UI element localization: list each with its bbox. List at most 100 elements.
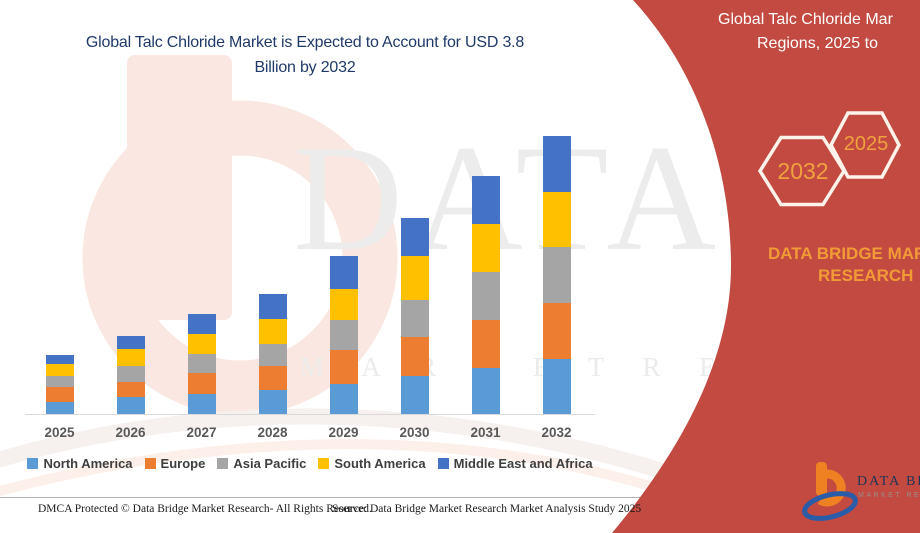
bar-segment-2028-south-america bbox=[258, 319, 287, 344]
dbmr-logo-icon bbox=[802, 462, 858, 521]
legend-swatch-icon bbox=[144, 458, 156, 469]
watermark-swoosh-gray bbox=[0, 408, 668, 480]
chart-legend: North America Europe Asia Pacific South Ame… bbox=[0, 456, 620, 471]
bar-2027 bbox=[166, 136, 237, 415]
logo-subtext: MARKET RESEA bbox=[858, 492, 920, 499]
footer-source-text: Source: Data Bridge Market Research Mark… bbox=[332, 503, 642, 515]
legend-label: Europe bbox=[160, 456, 206, 471]
bar-segment-2032-asia-pacific bbox=[542, 247, 571, 303]
right-heading-line2: Regions, 2025 to bbox=[757, 35, 878, 52]
x-label-2025: 2025 bbox=[44, 425, 75, 440]
bar-2028 bbox=[237, 136, 308, 415]
x-axis-line bbox=[25, 414, 595, 415]
hexagons-graphic bbox=[757, 111, 901, 207]
bar-segment-2031-middle-east-and-africa bbox=[471, 176, 500, 224]
x-label-2026: 2026 bbox=[115, 425, 146, 440]
bar-segment-2025-north-america bbox=[45, 402, 74, 415]
x-axis-labels: 2025 2026 2027 2028 2029 2030 2031 2032 bbox=[24, 425, 592, 440]
bar-segment-2027-south-america bbox=[187, 334, 216, 354]
bar-segment-2032-europe bbox=[542, 303, 571, 359]
bar-segment-2025-south-america bbox=[45, 364, 74, 376]
bar-segment-2030-asia-pacific bbox=[400, 300, 429, 337]
legend-swatch-icon bbox=[27, 458, 39, 469]
brand-text-line2: RESEARCH bbox=[818, 266, 914, 285]
bar-segment-2026-north-america bbox=[116, 397, 145, 415]
bar-segment-2027-middle-east-and-africa bbox=[187, 314, 216, 334]
bar-2031 bbox=[450, 136, 521, 415]
logo-b-stem bbox=[816, 462, 827, 496]
bar-segment-2028-north-america bbox=[258, 390, 287, 415]
bar-segment-2029-europe bbox=[329, 350, 358, 384]
hexagon-2025-year: 2025 bbox=[843, 133, 889, 155]
legend-item-north-america: North America bbox=[27, 456, 133, 471]
watermark-b-bowl bbox=[82, 100, 398, 416]
legend-item-south-america: South America bbox=[318, 456, 426, 471]
x-label-2027: 2027 bbox=[186, 425, 217, 440]
legend-label: North America bbox=[43, 456, 133, 471]
x-label-2032: 2032 bbox=[541, 425, 572, 440]
brand-text-line1: DATA BRIDGE MARK bbox=[768, 244, 920, 263]
legend-label: South America bbox=[334, 456, 426, 471]
bar-2032 bbox=[521, 136, 592, 415]
bar-segment-2032-middle-east-and-africa bbox=[542, 136, 571, 192]
bar-segment-2027-north-america bbox=[187, 394, 216, 415]
bar-2025 bbox=[24, 136, 95, 415]
bar-segment-2030-south-america bbox=[400, 256, 429, 300]
bar-segment-2030-middle-east-and-africa bbox=[400, 218, 429, 256]
bar-segment-2029-south-america bbox=[329, 289, 358, 320]
bar-2030 bbox=[379, 136, 450, 415]
bar-segment-2031-south-america bbox=[471, 224, 500, 272]
bar-segment-2026-south-america bbox=[116, 349, 145, 366]
legend-label: Asia Pacific bbox=[233, 456, 307, 471]
watermark-swoosh-pink bbox=[0, 439, 652, 497]
bar-segment-2027-asia-pacific bbox=[187, 354, 216, 373]
bar-chart bbox=[24, 136, 592, 415]
bar-segment-2028-asia-pacific bbox=[258, 344, 287, 366]
chart-title-line2: Billion by 2032 bbox=[254, 59, 356, 76]
chart-title-line1: Global Talc Chloride Market is Expected … bbox=[85, 34, 525, 51]
legend-label: Middle East and Africa bbox=[453, 456, 593, 471]
bar-segment-2032-north-america bbox=[542, 359, 571, 415]
hexagon-2032-year: 2032 bbox=[777, 158, 829, 184]
bar-segment-2027-europe bbox=[187, 373, 216, 394]
bar-segment-2029-north-america bbox=[329, 384, 358, 415]
legend-item-middle-east-and-africa: Middle East and Africa bbox=[437, 456, 593, 471]
bar-segment-2026-asia-pacific bbox=[116, 366, 145, 382]
legend-swatch-icon bbox=[437, 458, 449, 469]
x-label-2028: 2028 bbox=[257, 425, 288, 440]
bar-2026 bbox=[95, 136, 166, 415]
bar-segment-2031-north-america bbox=[471, 368, 500, 415]
bar-segment-2032-south-america bbox=[542, 192, 571, 247]
bar-segment-2031-asia-pacific bbox=[471, 272, 500, 320]
bar-segment-2025-asia-pacific bbox=[45, 376, 74, 387]
bar-segment-2030-north-america bbox=[400, 376, 429, 415]
logo-wordmark: DATA BRI bbox=[857, 474, 920, 489]
bar-segment-2029-middle-east-and-africa bbox=[329, 256, 358, 289]
footer-divider bbox=[0, 497, 920, 498]
bar-segment-2028-europe bbox=[258, 366, 287, 390]
right-heading-line1: Global Talc Chloride Mar bbox=[718, 11, 893, 28]
legend-item-asia-pacific: Asia Pacific bbox=[217, 456, 306, 471]
bar-segment-2026-middle-east-and-africa bbox=[116, 336, 145, 349]
bar-segment-2026-europe bbox=[116, 382, 145, 397]
legend-item-europe: Europe bbox=[144, 456, 206, 471]
footer-dmca-text: DMCA Protected © Data Bridge Market Rese… bbox=[38, 503, 372, 515]
chart-title: Global Talc Chloride Market is Expected … bbox=[40, 30, 570, 80]
bar-segment-2031-europe bbox=[471, 320, 500, 368]
legend-swatch-icon bbox=[217, 458, 229, 469]
hexagon-2025 bbox=[829, 111, 901, 179]
bar-segment-2029-asia-pacific bbox=[329, 320, 358, 350]
x-label-2031: 2031 bbox=[470, 425, 501, 440]
x-label-2029: 2029 bbox=[328, 425, 359, 440]
bar-2029 bbox=[308, 136, 379, 415]
bar-segment-2030-europe bbox=[400, 337, 429, 376]
red-band-shape bbox=[612, 0, 920, 533]
x-label-2030: 2030 bbox=[399, 425, 430, 440]
bar-segment-2028-middle-east-and-africa bbox=[258, 294, 287, 319]
bar-segment-2025-middle-east-and-africa bbox=[45, 355, 74, 364]
logo-d-swoosh bbox=[802, 491, 858, 521]
logo-b-bowl bbox=[817, 469, 846, 507]
